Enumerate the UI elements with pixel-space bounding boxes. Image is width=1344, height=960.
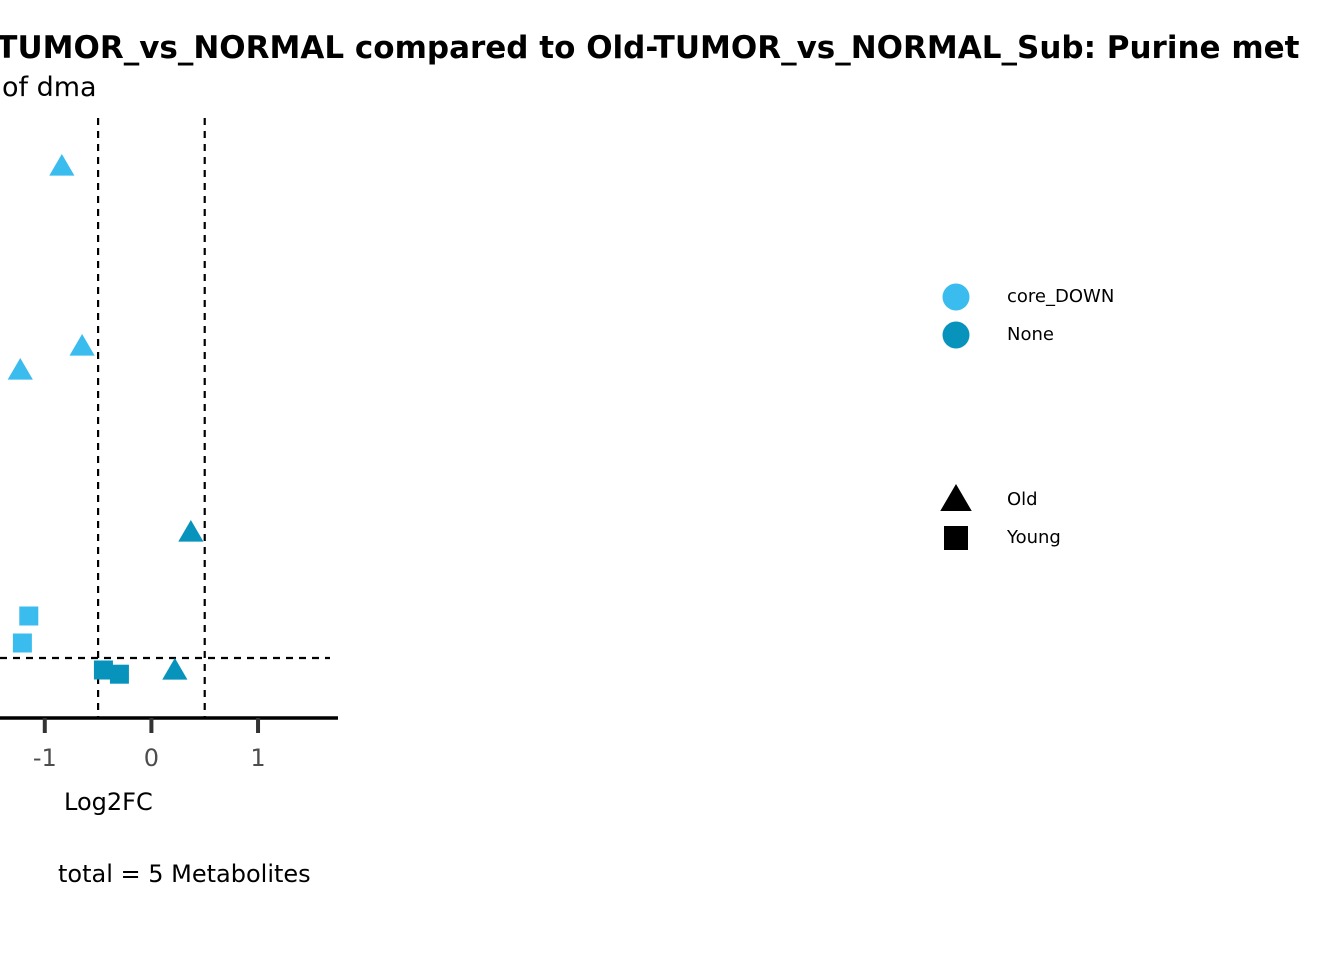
data-points — [7, 154, 204, 684]
data-point-triangle — [178, 520, 204, 542]
x-tick-label: 0 — [144, 744, 159, 772]
data-point-triangle — [7, 358, 33, 380]
x-tick-label: 1 — [250, 744, 265, 772]
legend-key-young — [944, 526, 968, 550]
x-axis: -1 0 1 — [0, 716, 338, 772]
reference-lines — [0, 118, 330, 718]
chart-subtitle: of dma — [2, 72, 97, 103]
legend-keys — [940, 283, 972, 550]
legend-label-none: None — [1007, 324, 1054, 345]
legend-key-core-down — [942, 283, 970, 311]
data-point-square — [93, 660, 113, 680]
chart-title: -TUMOR_vs_NORMAL compared to Old-TUMOR_v… — [0, 30, 1300, 66]
legend-key-none — [942, 321, 970, 349]
chart-caption: total = 5 Metabolites — [58, 860, 311, 888]
legend-key-old — [940, 484, 972, 511]
data-point-triangle — [162, 658, 188, 680]
legend-label-old: Old — [1007, 489, 1038, 510]
data-point-triangle — [69, 334, 95, 356]
data-point-square — [12, 633, 32, 653]
data-point-square — [109, 664, 129, 684]
data-point-square — [19, 606, 39, 626]
x-axis-label: Log2FC — [64, 788, 153, 816]
data-point-triangle — [49, 154, 75, 176]
legend-label-young: Young — [1007, 527, 1061, 548]
legend-label-core-down: core_DOWN — [1007, 286, 1115, 307]
x-tick-label: -1 — [33, 744, 57, 772]
